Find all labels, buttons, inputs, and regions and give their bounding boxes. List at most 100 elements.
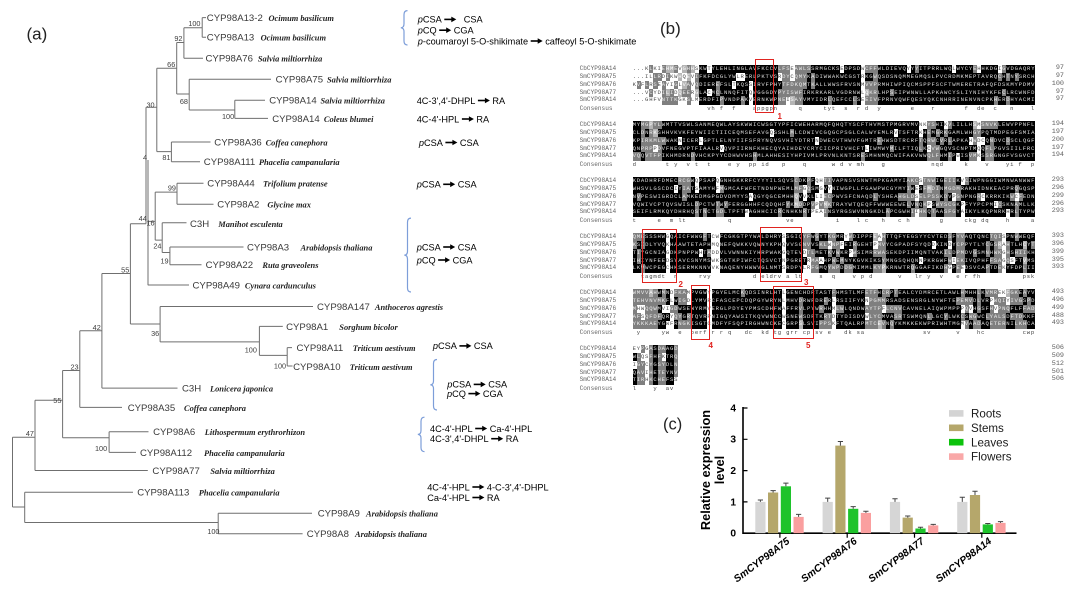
svg-text:CSA: CSA xyxy=(488,380,508,390)
svg-text:CYP98A8: CYP98A8 xyxy=(307,529,349,540)
svg-text:Anthoceros agrestis: Anthoceros agrestis xyxy=(374,303,443,312)
svg-text:CYP98A49: CYP98A49 xyxy=(193,281,240,292)
svg-text:4C-4'-HPL: 4C-4'-HPL xyxy=(427,482,470,492)
svg-text:Salvia miltiorrhiza: Salvia miltiorrhiza xyxy=(321,97,385,106)
svg-text:16: 16 xyxy=(146,218,154,227)
svg-text:RA: RA xyxy=(476,114,490,124)
svg-text:Coffea canephora: Coffea canephora xyxy=(184,404,246,413)
svg-text:Sorghum bicolor: Sorghum bicolor xyxy=(339,323,398,332)
svg-text:Salvia miltiorrhiza: Salvia miltiorrhiza xyxy=(258,55,322,64)
svg-text:SmCYP98A14: SmCYP98A14 xyxy=(934,536,994,585)
svg-text:66: 66 xyxy=(167,60,175,69)
svg-text:1: 1 xyxy=(730,497,736,508)
svg-text:CYP98A77: CYP98A77 xyxy=(152,466,199,477)
svg-text:CYP98A75: CYP98A75 xyxy=(276,75,323,86)
svg-text:81: 81 xyxy=(162,153,170,162)
svg-text:47: 47 xyxy=(26,429,34,438)
svg-text:pCSA: pCSA xyxy=(446,380,472,390)
svg-text:Arabidopsis thaliana: Arabidopsis thaliana xyxy=(365,510,438,519)
svg-text:pCQ: pCQ xyxy=(417,26,437,36)
svg-text:Coleus blumei: Coleus blumei xyxy=(324,115,374,124)
svg-text:Ruta graveolens: Ruta graveolens xyxy=(261,261,318,270)
svg-text:CYP98A44: CYP98A44 xyxy=(207,179,255,190)
svg-text:23: 23 xyxy=(70,362,78,371)
svg-text:pCSA: pCSA xyxy=(418,138,444,148)
svg-text:CYP98A6: CYP98A6 xyxy=(153,427,195,438)
svg-text:CYP98A3: CYP98A3 xyxy=(247,242,289,253)
svg-text:level: level xyxy=(712,456,727,484)
svg-text:CGA: CGA xyxy=(454,26,475,36)
svg-text:CYP98A13: CYP98A13 xyxy=(207,33,254,44)
svg-text:Triticum aestivum: Triticum aestivum xyxy=(350,363,413,372)
svg-text:Arabidopsis thaliana: Arabidopsis thaliana xyxy=(300,243,373,252)
svg-text:RA: RA xyxy=(487,493,501,503)
svg-text:CYP98A10: CYP98A10 xyxy=(293,362,340,373)
svg-text:100: 100 xyxy=(188,19,200,28)
svg-text:Triticum aestivum: Triticum aestivum xyxy=(353,344,416,353)
svg-text:SmCYP98A76: SmCYP98A76 xyxy=(799,536,859,585)
svg-text:CGA: CGA xyxy=(453,255,474,265)
svg-text:92: 92 xyxy=(174,34,182,43)
svg-text:100: 100 xyxy=(95,444,107,453)
svg-text:Ca-4'-HPL: Ca-4'-HPL xyxy=(427,493,470,503)
svg-text:42: 42 xyxy=(93,323,101,332)
svg-text:Ocimum basilicum: Ocimum basilicum xyxy=(269,14,335,23)
svg-text:Cynara cardunculus: Cynara cardunculus xyxy=(245,282,316,291)
svg-text:CYP98A1: CYP98A1 xyxy=(286,322,328,333)
svg-text:99: 99 xyxy=(168,184,176,193)
svg-text:CSA: CSA xyxy=(458,180,478,190)
svg-text:4: 4 xyxy=(730,403,736,414)
svg-text:19: 19 xyxy=(160,257,168,266)
svg-text:Ocimum basilicum: Ocimum basilicum xyxy=(261,34,327,43)
svg-text:CYP98A36: CYP98A36 xyxy=(214,137,261,148)
svg-text:SmCYP98A75: SmCYP98A75 xyxy=(732,536,792,585)
svg-text:4: 4 xyxy=(143,153,147,162)
svg-text:Phacelia campanularia: Phacelia campanularia xyxy=(204,449,285,458)
svg-text:100: 100 xyxy=(274,362,286,371)
svg-text:pCSA: pCSA xyxy=(416,242,442,252)
svg-text:Trifolium pratense: Trifolium pratense xyxy=(263,180,328,189)
svg-text:CSA: CSA xyxy=(474,341,494,351)
svg-text:pCSA: pCSA xyxy=(416,180,442,190)
svg-text:100: 100 xyxy=(207,527,219,536)
svg-text:4C-4'-HPL: 4C-4'-HPL xyxy=(417,114,460,124)
svg-text:CGA: CGA xyxy=(483,389,504,399)
svg-text:CYP98A13-2: CYP98A13-2 xyxy=(207,13,263,24)
svg-text:CYP98A2: CYP98A2 xyxy=(217,200,259,211)
svg-text:RA: RA xyxy=(492,96,506,106)
svg-text:(a): (a) xyxy=(27,25,48,44)
svg-text:RA: RA xyxy=(506,434,520,444)
svg-text:Salvia miltiorrhiza: Salvia miltiorrhiza xyxy=(327,76,391,85)
svg-text:CYP98A112: CYP98A112 xyxy=(140,448,192,459)
svg-text:4C-3',4'-DHPL: 4C-3',4'-DHPL xyxy=(430,434,489,444)
svg-text:Lithospermum erythrorhizon: Lithospermum erythrorhizon xyxy=(204,428,306,437)
svg-text:Stems: Stems xyxy=(971,422,1004,435)
svg-text:Ca-4'-HPL: Ca-4'-HPL xyxy=(490,424,533,434)
svg-text:C3H: C3H xyxy=(182,384,201,395)
svg-text:CYP98A14: CYP98A14 xyxy=(272,114,320,125)
svg-text:CYP98A111: CYP98A111 xyxy=(204,157,255,168)
svg-text:p-coumaroyl 5-O-shikimate: p-coumaroyl 5-O-shikimate xyxy=(417,36,528,46)
svg-text:4-C-3',4'-DHPL: 4-C-3',4'-DHPL xyxy=(487,482,549,492)
svg-text:CYP98A9: CYP98A9 xyxy=(318,509,360,520)
svg-text:caffeoyl 5-O-shikimate: caffeoyl 5-O-shikimate xyxy=(545,36,636,46)
svg-text:4C-4'-HPL: 4C-4'-HPL xyxy=(430,424,473,434)
svg-text:4C-3',4'-DHPL: 4C-3',4'-DHPL xyxy=(417,96,476,106)
svg-text:Arabidopsis thaliana: Arabidopsis thaliana xyxy=(354,530,427,539)
svg-text:CSA: CSA xyxy=(464,15,484,25)
svg-text:CSA: CSA xyxy=(460,138,480,148)
svg-text:Leaves: Leaves xyxy=(971,436,1009,449)
svg-text:0: 0 xyxy=(730,529,736,540)
svg-text:Glycine max: Glycine max xyxy=(267,201,311,210)
svg-text:pCQ: pCQ xyxy=(446,389,466,399)
svg-text:Phacelia campanularia: Phacelia campanularia xyxy=(259,158,340,167)
svg-text:Manihot esculenta: Manihot esculenta xyxy=(217,220,282,229)
svg-text:2: 2 xyxy=(730,466,736,477)
svg-text:CYP98A113: CYP98A113 xyxy=(137,488,189,499)
svg-text:pCSA: pCSA xyxy=(417,15,443,25)
svg-text:55: 55 xyxy=(121,265,129,274)
svg-text:SmCYP98A77: SmCYP98A77 xyxy=(867,535,928,585)
svg-text:Relative expression: Relative expression xyxy=(698,410,713,530)
svg-text:Lonicera japonica: Lonicera japonica xyxy=(209,385,273,394)
svg-text:68: 68 xyxy=(180,97,188,106)
